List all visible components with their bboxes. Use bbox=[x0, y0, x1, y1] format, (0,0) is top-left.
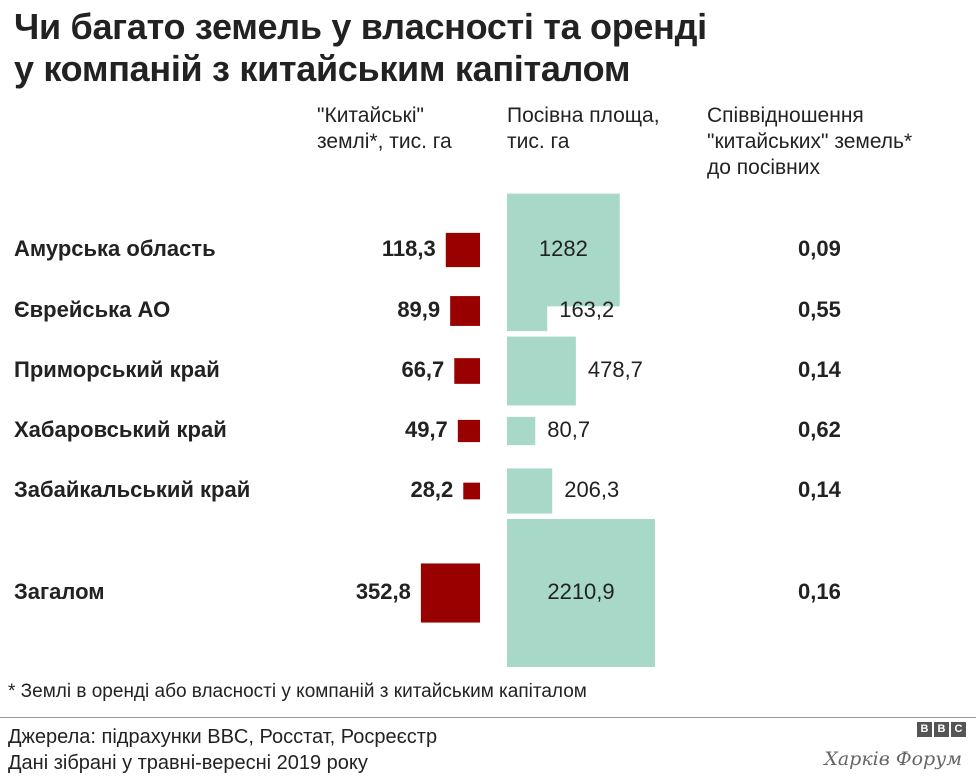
chinese-land-square bbox=[420, 563, 480, 623]
watermark: Харків Форум bbox=[824, 748, 962, 770]
divider bbox=[0, 717, 976, 718]
row-label: Амурська область bbox=[14, 236, 216, 261]
sown-area-value: 206,3 bbox=[564, 477, 619, 502]
sown-area-value: 163,2 bbox=[559, 297, 614, 322]
chinese-land-square bbox=[463, 482, 480, 500]
bbc-letter-3: C bbox=[951, 722, 966, 737]
bbc-logo: B B C bbox=[917, 722, 966, 737]
sown-area-square bbox=[507, 519, 655, 667]
chinese-land-value: 118,3 bbox=[382, 236, 436, 261]
chart-title: Чи багато земель у власності та оренді у… bbox=[14, 6, 707, 90]
sown-area-value: 80,7 bbox=[547, 417, 590, 442]
footnote: * Землі в оренді або власності у компані… bbox=[8, 681, 587, 702]
row-label: Хабаровський край bbox=[14, 417, 227, 442]
sources-line-2: Дані зібрані у травні-вересні 2019 року bbox=[8, 752, 368, 774]
ratio-value: 0,09 bbox=[798, 236, 841, 261]
bbc-letter-1: B bbox=[917, 722, 932, 737]
chinese-land-value: 352,8 bbox=[356, 579, 411, 604]
chinese-land-square bbox=[454, 358, 480, 384]
title-line-1: Чи багато земель у власності та оренді bbox=[14, 6, 707, 47]
header-chinese-land: "Китайські" землі*, тис. га bbox=[317, 104, 452, 153]
chinese-land-square bbox=[457, 419, 480, 443]
sources: Джерела: підрахунки BBC, Росстат, Росреє… bbox=[8, 724, 437, 776]
title-line-2: у компаній з китайським капіталом bbox=[14, 48, 631, 89]
row-label: Загалом bbox=[14, 579, 105, 604]
bbc-letter-2: B bbox=[934, 722, 949, 737]
chinese-land-value: 28,2 bbox=[410, 477, 453, 502]
chinese-land-square bbox=[450, 296, 480, 326]
ratio-value: 0,14 bbox=[798, 477, 842, 502]
sown-area-square bbox=[507, 193, 620, 307]
sown-area-square bbox=[507, 336, 576, 406]
chart-area: Амурська область 118,3 1282 0,09 Єврейська А… bbox=[14, 193, 842, 667]
row-label: Забайкальський край bbox=[14, 477, 250, 502]
chinese-land-value: 49,7 bbox=[405, 417, 448, 442]
ratio-value: 0,14 bbox=[798, 357, 842, 382]
ratio-value: 0,16 bbox=[798, 579, 841, 604]
header-sown-area: Посівна площа, тис. га bbox=[507, 104, 660, 153]
sown-area-value: 1282 bbox=[539, 236, 588, 261]
sources-line-1: Джерела: підрахунки BBC, Росстат, Росреє… bbox=[8, 726, 438, 748]
sown-area-square bbox=[507, 416, 536, 446]
chinese-land-value: 66,7 bbox=[401, 357, 444, 382]
sown-area-value: 2210,9 bbox=[547, 579, 614, 604]
row-label: Приморський край bbox=[14, 357, 220, 382]
sown-area-square bbox=[507, 290, 548, 332]
sown-area-square bbox=[507, 468, 553, 514]
header-ratio: Співвідношення "китайських" земель* до п… bbox=[707, 104, 913, 179]
chinese-land-square bbox=[445, 232, 480, 268]
chinese-land-value: 89,9 bbox=[397, 297, 440, 322]
ratio-value: 0,55 bbox=[798, 297, 841, 322]
ratio-value: 0,62 bbox=[798, 417, 841, 442]
row-label: Єврейська АО bbox=[14, 297, 170, 322]
sown-area-value: 478,7 bbox=[588, 357, 643, 382]
